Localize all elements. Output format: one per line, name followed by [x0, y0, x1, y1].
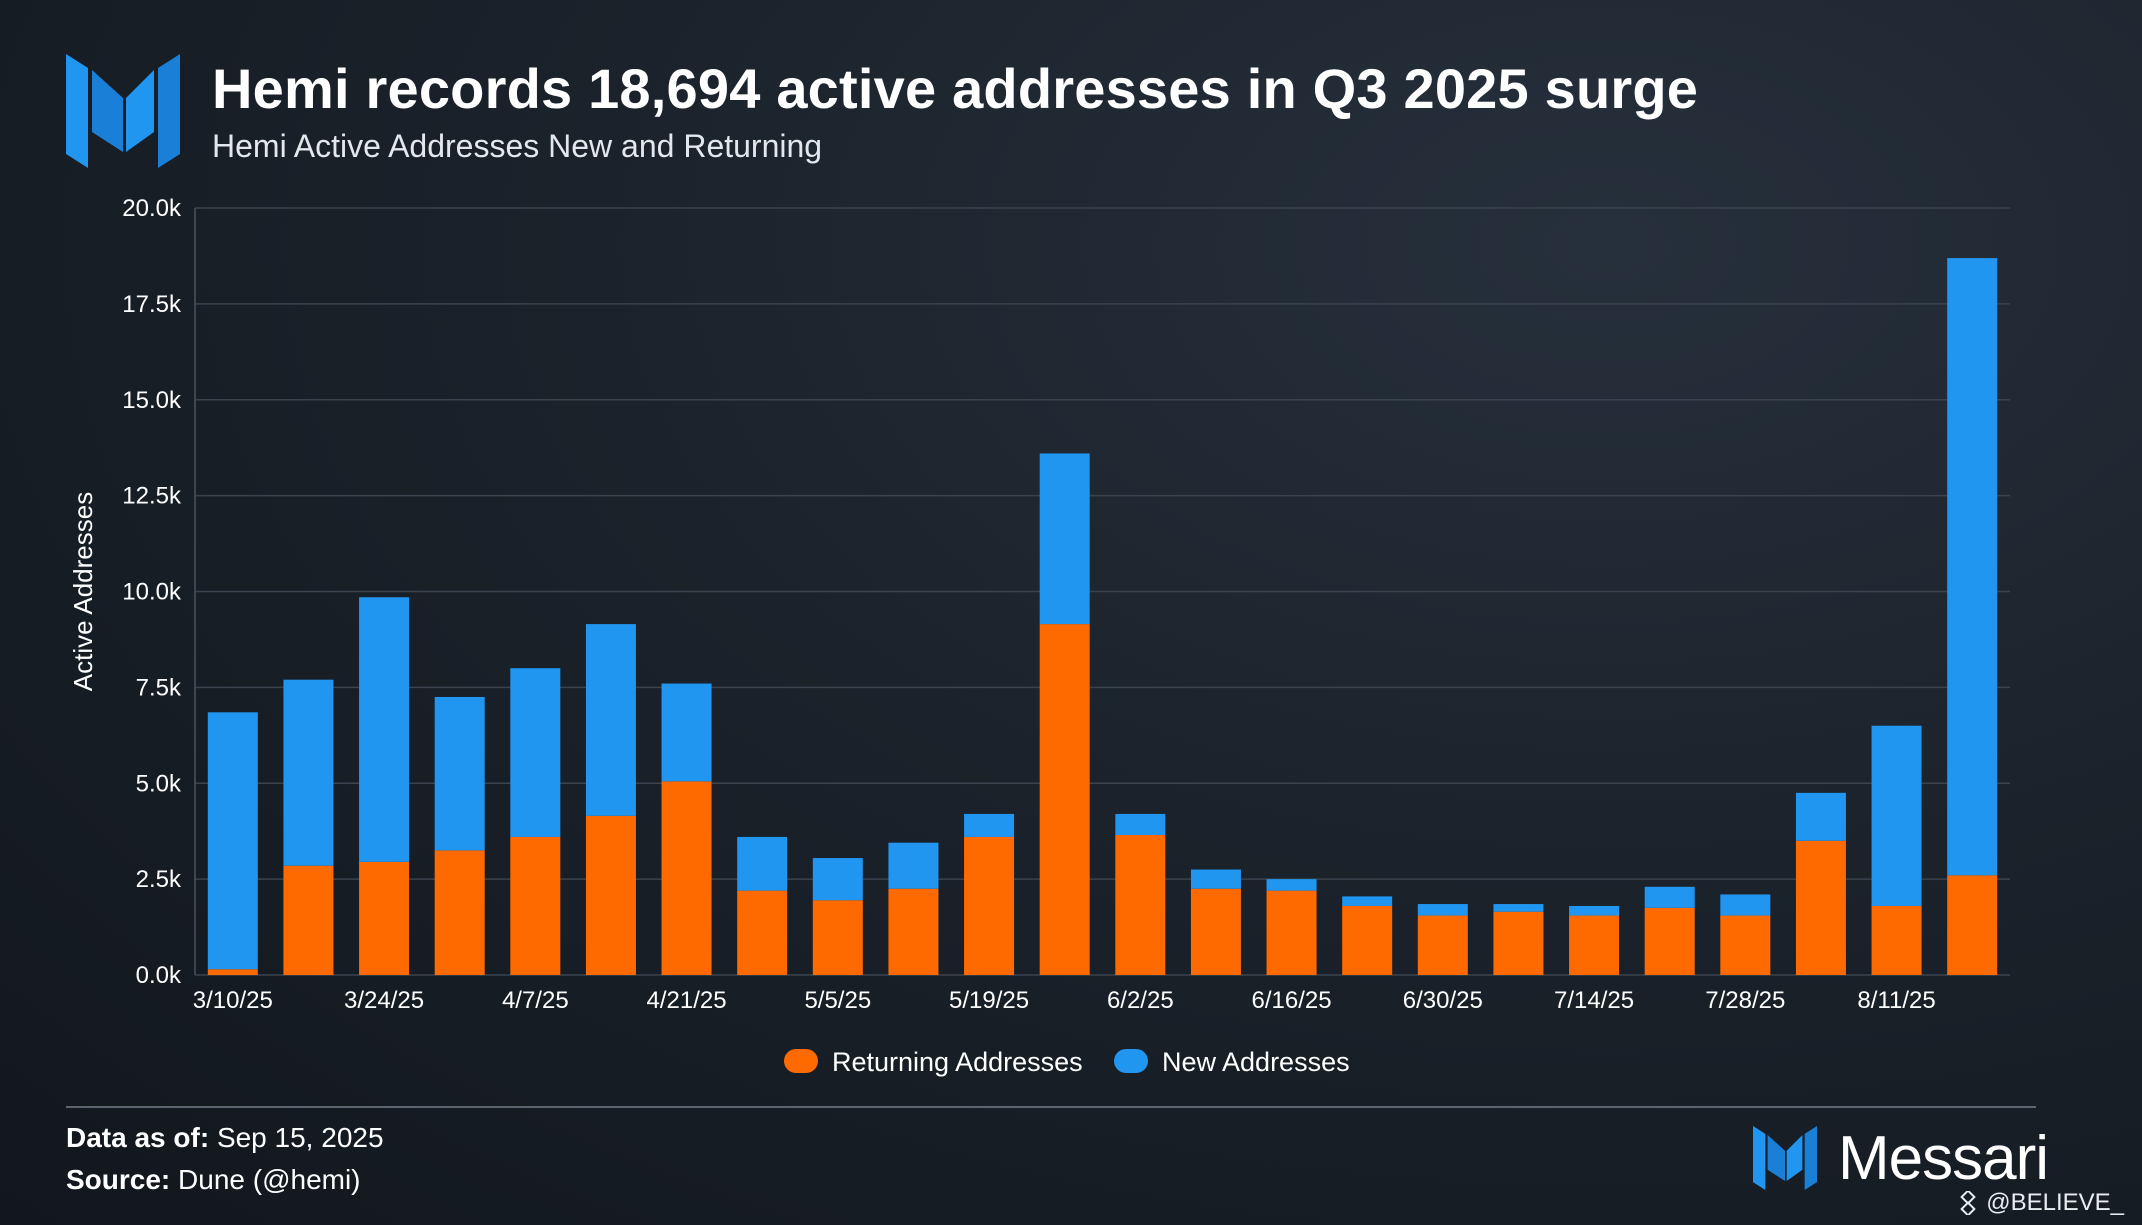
bar-new: [283, 679, 334, 866]
bar-returning: [888, 888, 939, 975]
bar-new: [1342, 896, 1393, 906]
bar-new: [585, 624, 636, 816]
data-date: Data as of: Sep 15, 2025: [66, 1122, 384, 1154]
y-axis-title: Active Addresses: [68, 492, 98, 691]
x-tick-label: 5/19/25: [949, 987, 1029, 1014]
legend-label: Returning Addresses: [832, 1047, 1083, 1077]
x-tick-label: 4/7/25: [502, 987, 569, 1014]
y-tick-label: 17.5k: [122, 291, 182, 318]
bar-new: [1569, 905, 1620, 916]
bar-new: [737, 836, 788, 891]
y-tick-label: 10.0k: [122, 579, 182, 606]
data-date-label: Data as of:: [66, 1122, 210, 1153]
legend-swatch: [784, 1049, 818, 1073]
y-tick-label: 0.0k: [136, 962, 182, 989]
watermark: @BELIEVE_: [1956, 1189, 2124, 1217]
legend-label: New Addresses: [1162, 1047, 1350, 1077]
x-tick-label: 4/21/25: [647, 987, 727, 1014]
page-title: Hemi records 18,694 active addresses in …: [212, 57, 1699, 120]
bar-returning: [207, 969, 258, 975]
bar-returning: [1417, 915, 1468, 975]
bar-new: [359, 597, 410, 862]
x-tick-label: 6/30/25: [1403, 987, 1483, 1014]
messari-logo-icon: [66, 54, 180, 168]
bar-returning: [1795, 840, 1846, 975]
bar-new: [434, 696, 485, 851]
bar-returning: [1115, 835, 1166, 975]
y-tick-label: 2.5k: [136, 866, 182, 893]
bar-returning: [1266, 890, 1317, 975]
footer-divider: [66, 1106, 2036, 1108]
bar-returning: [1569, 915, 1620, 975]
messari-brand-icon: [1753, 1126, 1817, 1190]
y-tick-label: 12.5k: [122, 483, 182, 510]
bar-new: [1039, 453, 1090, 625]
legend-swatch: [1114, 1049, 1148, 1073]
bar-returning: [359, 861, 410, 975]
data-source: Source: Dune (@hemi): [66, 1164, 361, 1196]
bar-new: [1115, 813, 1166, 836]
data-date-value: Sep 15, 2025: [216, 1122, 384, 1153]
y-tick-label: 15.0k: [122, 387, 182, 414]
bar-returning: [434, 850, 485, 975]
x-tick-label: 6/16/25: [1252, 987, 1332, 1014]
bar-new: [1190, 869, 1241, 889]
bar-returning: [812, 900, 863, 975]
bar-new: [964, 813, 1015, 837]
bar-returning: [1947, 875, 1998, 975]
bar-new: [888, 842, 939, 889]
bar-new: [1871, 725, 1922, 906]
bar-returning: [1720, 915, 1771, 975]
bar-returning: [1190, 888, 1241, 975]
x-tick-label: 8/11/25: [1857, 987, 1935, 1014]
bar-returning: [585, 815, 636, 975]
x-tick-label: 3/24/25: [344, 987, 424, 1014]
binance-diamond-icon: [1960, 1191, 1977, 1215]
data-source-label: Source:: [66, 1164, 171, 1195]
x-tick-label: 7/28/25: [1705, 987, 1785, 1014]
bar-new: [1720, 894, 1771, 916]
bar-new: [1644, 886, 1695, 908]
x-tick-label: 7/14/25: [1554, 987, 1634, 1014]
bar-returning: [964, 836, 1015, 975]
bar-new: [510, 668, 561, 837]
y-tick-label: 5.0k: [136, 770, 182, 797]
bar-new: [812, 858, 863, 901]
bar-new: [207, 712, 258, 970]
bar-returning: [283, 865, 334, 975]
bar-new: [1266, 879, 1317, 891]
page-subtitle: Hemi Active Addresses New and Returning: [212, 128, 823, 164]
bar-returning: [1644, 907, 1695, 975]
x-tick-label: 6/2/25: [1107, 987, 1174, 1014]
bar-returning: [661, 781, 712, 975]
bar-new: [1417, 904, 1468, 916]
bar-returning: [1342, 905, 1393, 975]
bar-new: [1795, 792, 1846, 841]
bar-returning: [1493, 911, 1544, 975]
bar-new: [1947, 258, 1998, 876]
bar-new: [1493, 904, 1544, 912]
bar-returning: [1039, 624, 1090, 975]
bar-returning: [737, 890, 788, 975]
x-tick-label: 5/5/25: [804, 987, 871, 1014]
y-tick-label: 7.5k: [136, 674, 182, 701]
brand-logo: Messari: [1752, 1124, 2049, 1193]
data-source-value: Dune (@hemi): [178, 1164, 361, 1195]
y-tick-label: 20.0k: [122, 195, 182, 222]
watermark-text: @BELIEVE_: [1986, 1189, 2124, 1216]
bar-new: [661, 683, 712, 782]
x-tick-label: 3/10/25: [193, 987, 273, 1014]
bar-returning: [1871, 905, 1922, 975]
brand-name: Messari: [1838, 1123, 2049, 1193]
bar-returning: [510, 836, 561, 975]
